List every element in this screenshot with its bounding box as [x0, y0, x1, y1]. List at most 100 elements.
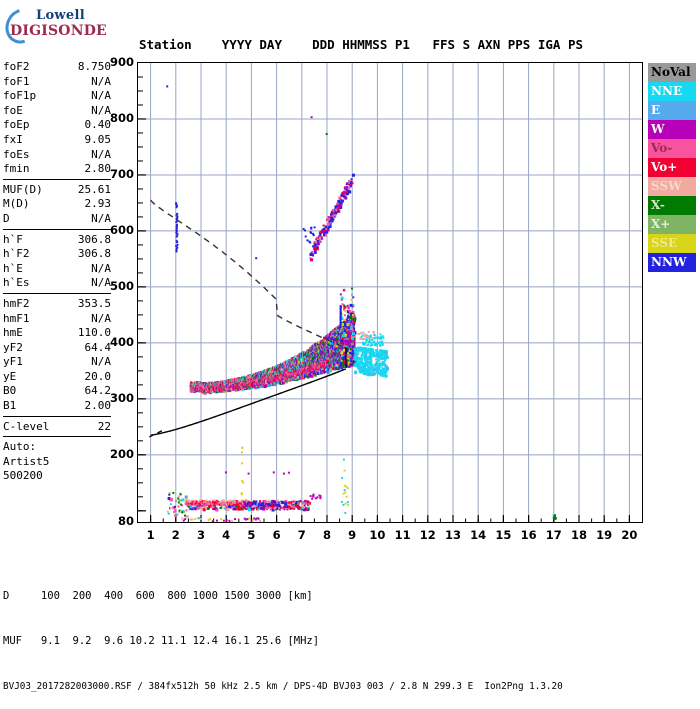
param-key: hmE: [3, 326, 23, 341]
footer-distance-row: D 100 200 400 600 800 1000 1500 3000 [km…: [3, 589, 563, 604]
param-divider: [3, 436, 111, 437]
param-row-MUFD: MUF(D)25.61: [3, 183, 111, 198]
y-tick-400: 400: [110, 335, 134, 349]
param-divider: [3, 229, 111, 230]
footer-filename-row: BVJ03_2017282003000.RSF / 384fx512h 50 k…: [3, 679, 563, 694]
param-key: foEs: [3, 148, 30, 163]
param-key: foEp: [3, 118, 30, 133]
param-key: foE: [3, 104, 23, 119]
y-tick-600: 600: [110, 223, 134, 237]
footer-muf-row: MUF 9.1 9.2 9.6 10.2 11.1 12.4 16.1 25.6…: [3, 634, 563, 649]
legend-item-ssw[interactable]: SSW: [648, 177, 696, 196]
ionogram-canvas: [138, 63, 642, 522]
param-key: hmF2: [3, 297, 30, 312]
x-tick-5: 5: [247, 528, 255, 542]
param-key: foF2: [3, 60, 30, 75]
param-key: foF1p: [3, 89, 36, 104]
logo-digisonde-text: DIGISONDE: [10, 23, 107, 39]
x-tick-14: 14: [470, 528, 486, 542]
footer-info: D 100 200 400 600 800 1000 1500 3000 [km…: [3, 559, 563, 709]
logo-lowell-text: Lowell: [36, 8, 85, 23]
param-key: D: [3, 212, 10, 227]
x-tick-1: 1: [147, 528, 155, 542]
param-key: yE: [3, 370, 16, 385]
param-divider: [3, 416, 111, 417]
param-key: h`E: [3, 262, 23, 277]
ionogram-plot[interactable]: [137, 62, 643, 523]
legend-item-nne[interactable]: NNE: [648, 82, 696, 101]
legend-item-sse[interactable]: SSE: [648, 234, 696, 253]
x-tick-15: 15: [495, 528, 511, 542]
lowell-digisonde-logo: Lowell DIGISONDE: [4, 6, 124, 40]
legend-item-vo[interactable]: Vo+: [648, 158, 696, 177]
legend-item-nnw[interactable]: NNW: [648, 253, 696, 272]
param-key: foF1: [3, 75, 30, 90]
legend-item-vo[interactable]: Vo-: [648, 139, 696, 158]
y-tick-500: 500: [110, 279, 134, 293]
x-tick-11: 11: [395, 528, 411, 542]
legend-item-e[interactable]: E: [648, 101, 696, 120]
legend-item-x[interactable]: X+: [648, 215, 696, 234]
y-tick-80: 80: [118, 514, 134, 528]
param-key: fmin: [3, 162, 30, 177]
x-tick-3: 3: [197, 528, 205, 542]
x-tick-10: 10: [369, 528, 385, 542]
param-divider: [3, 293, 111, 294]
param-key: B0: [3, 384, 16, 399]
y-tick-900: 900: [110, 55, 134, 69]
param-key: yF1: [3, 355, 23, 370]
x-tick-8: 8: [323, 528, 331, 542]
x-tick-2: 2: [172, 528, 180, 542]
x-tick-13: 13: [445, 528, 461, 542]
param-key: h`Es: [3, 276, 30, 291]
x-tick-7: 7: [298, 528, 306, 542]
param-key: fxI: [3, 133, 23, 148]
x-tick-9: 9: [348, 528, 356, 542]
param-divider: [3, 179, 111, 180]
param-auto-line-0: Auto:: [3, 440, 111, 455]
y-tick-700: 700: [110, 167, 134, 181]
param-auto-line-2: 500200: [3, 469, 111, 484]
x-tick-6: 6: [273, 528, 281, 542]
legend-item-x[interactable]: X-: [648, 196, 696, 215]
y-tick-300: 300: [110, 391, 134, 405]
legend-item-w[interactable]: W: [648, 120, 696, 139]
y-tick-200: 200: [110, 447, 134, 461]
x-tick-18: 18: [571, 528, 587, 542]
param-key: h`F: [3, 233, 23, 248]
y-tick-800: 800: [110, 111, 134, 125]
param-key: M(D): [3, 197, 30, 212]
x-tick-17: 17: [546, 528, 562, 542]
muf-dashed-curve: [151, 200, 349, 349]
x-tick-16: 16: [521, 528, 537, 542]
legend-item-noval[interactable]: NoVal: [648, 63, 696, 82]
param-key: h`F2: [3, 247, 30, 262]
x-tick-19: 19: [596, 528, 612, 542]
x-tick-20: 20: [621, 528, 637, 542]
param-key: C-level: [3, 420, 49, 435]
param-auto-line-1: Artist5: [3, 455, 111, 470]
x-tick-4: 4: [222, 528, 230, 542]
param-key: MUF(D): [3, 183, 43, 198]
